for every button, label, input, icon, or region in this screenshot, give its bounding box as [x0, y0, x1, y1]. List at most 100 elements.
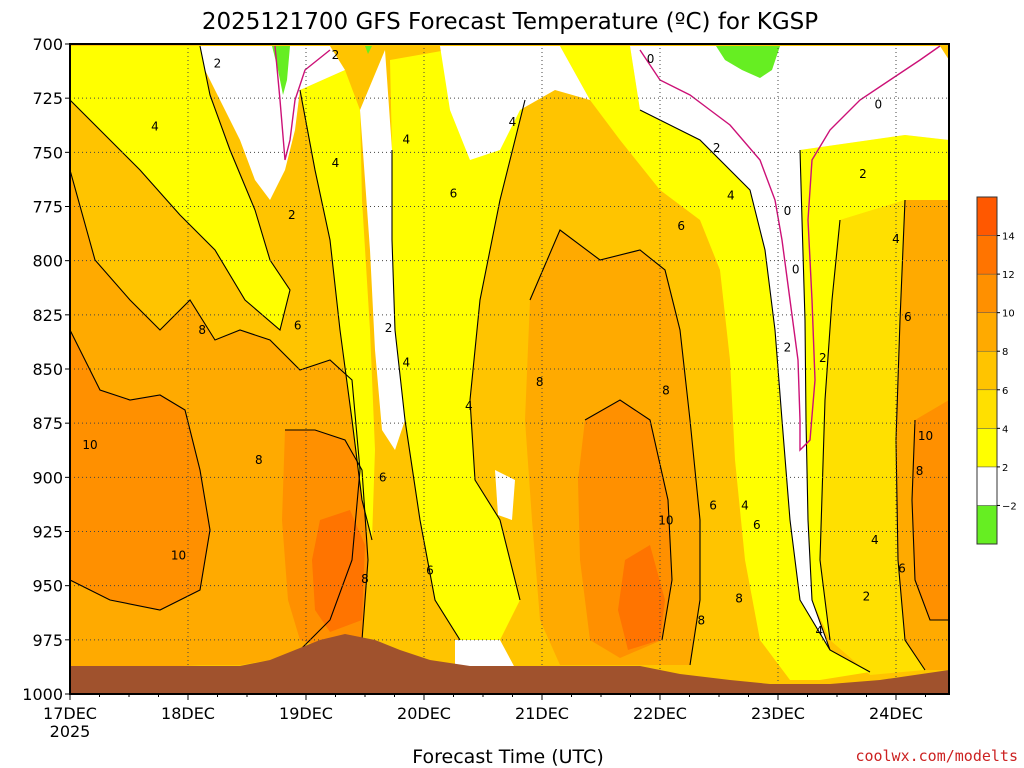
- band-white-e: [495, 470, 515, 520]
- x-tick-label: 24DEC: [869, 704, 923, 723]
- x-tick-label: 18DEC: [161, 704, 215, 723]
- x-tick-year-label: 2025: [50, 722, 91, 741]
- contour-label: 8: [361, 572, 369, 586]
- credit-text: coolwx.com/modelts: [855, 747, 1018, 765]
- contour-label: 2: [385, 321, 393, 335]
- y-tick-label: 775: [32, 198, 63, 217]
- terrain: [70, 634, 949, 694]
- contour-label: 8: [255, 453, 263, 467]
- contour-line: [911, 419, 949, 621]
- band-cold-b: [716, 46, 780, 78]
- band-cold-c: [365, 46, 372, 54]
- legend-swatch: [976, 273, 998, 313]
- contour-label: 4: [465, 399, 473, 413]
- contour-line: [639, 109, 871, 673]
- contour-label: 0: [874, 98, 882, 112]
- contour-line: [69, 329, 211, 611]
- band-8-10: [70, 330, 210, 610]
- y-tick-label: 850: [32, 360, 63, 379]
- legend-swatch: [976, 466, 998, 506]
- legend-swatch: [976, 350, 998, 391]
- x-axis-label: Forecast Time (UTC): [412, 746, 603, 768]
- contour-label: 8: [697, 613, 705, 627]
- contour-line: [69, 169, 361, 651]
- contour-label: 6: [379, 470, 387, 484]
- contour-label: 4: [871, 533, 879, 547]
- y-tick-label: 800: [32, 252, 63, 271]
- band-10-12: [312, 510, 365, 632]
- band-white-c: [440, 46, 590, 160]
- contour-label: 2: [214, 57, 222, 71]
- contour-label: 2: [784, 340, 792, 354]
- band-white-a: [200, 46, 345, 200]
- color-legend: −2 2 4 6 8 10 12 14: [976, 196, 1017, 545]
- contour-label: 2: [819, 351, 827, 365]
- contour-label: 6: [753, 518, 761, 532]
- band-10-12-c: [618, 545, 665, 650]
- band-2-4-a: [70, 46, 290, 330]
- contour-label: 4: [402, 356, 410, 370]
- contour-label: 10: [658, 514, 673, 528]
- contour-label: 4: [151, 119, 159, 133]
- y-tick-label: 725: [32, 89, 63, 108]
- x-tick-label: 20DEC: [397, 704, 451, 723]
- x-tick-label: 21DEC: [515, 704, 569, 723]
- y-tick-label: 950: [32, 577, 63, 596]
- y-tick-label: 975: [32, 631, 63, 650]
- x-tick-label: 23DEC: [751, 704, 805, 723]
- contour-label: 2: [713, 141, 721, 155]
- contour-label: 6: [450, 187, 458, 201]
- band-2-4-e: [800, 135, 949, 640]
- band-white-d: [630, 46, 949, 650]
- x-tick-label: 17DEC: [43, 704, 97, 723]
- legend-label: −2: [1002, 501, 1017, 512]
- contour-line: [799, 149, 831, 651]
- legend-label: 14: [1002, 232, 1015, 243]
- contour-line: [299, 89, 373, 541]
- contour-label: 6: [709, 499, 717, 513]
- contour-label: 6: [904, 310, 912, 324]
- contour-label: 0: [784, 204, 792, 218]
- contour-label: 2: [859, 167, 867, 181]
- contour-label: 6: [294, 319, 302, 333]
- legend-swatch: [976, 505, 998, 545]
- y-tick-label: 700: [32, 35, 63, 54]
- contour-label: 6: [677, 219, 685, 233]
- contour-label: 0: [792, 262, 800, 276]
- y-tick-label: 925: [32, 523, 63, 542]
- contour-line: [285, 429, 369, 641]
- contour-label: 4: [741, 499, 749, 513]
- contour-label: 10: [82, 438, 97, 452]
- contour-line: [819, 219, 841, 641]
- contour-label: 8: [536, 375, 544, 389]
- legend-label: 4: [1002, 424, 1008, 435]
- contour-line: [584, 399, 673, 641]
- x-tick-label: 19DEC: [279, 704, 333, 723]
- legend-frame: [976, 196, 998, 545]
- legend-swatch: [976, 312, 998, 352]
- contour-label: 4: [509, 115, 517, 129]
- y-axis: 700 725 750 775 800 825 850 875 900 925 950 975 1000: [22, 35, 70, 704]
- grid-lines: [70, 44, 949, 694]
- contour-label: 0: [647, 52, 655, 66]
- contour-label: 6: [898, 561, 906, 575]
- contour-label: 8: [662, 384, 670, 398]
- y-tick-label: 900: [32, 468, 63, 487]
- y-tick-label: 1000: [22, 685, 63, 704]
- contour-label: 4: [402, 132, 410, 146]
- band-white-f: [455, 640, 515, 668]
- legend-label: 2: [1002, 463, 1008, 474]
- x-tick-label: 22DEC: [633, 704, 687, 723]
- legend-swatch: [976, 196, 998, 236]
- contour-label: 10: [171, 548, 186, 562]
- contour-label: 4: [815, 624, 823, 638]
- contour-line: [469, 99, 526, 601]
- zero-contour: [274, 45, 331, 161]
- band-2-4-c: [390, 46, 525, 640]
- legend-swatch: [976, 389, 998, 429]
- legend-label: 8: [1002, 347, 1008, 358]
- contour-line: [895, 199, 926, 671]
